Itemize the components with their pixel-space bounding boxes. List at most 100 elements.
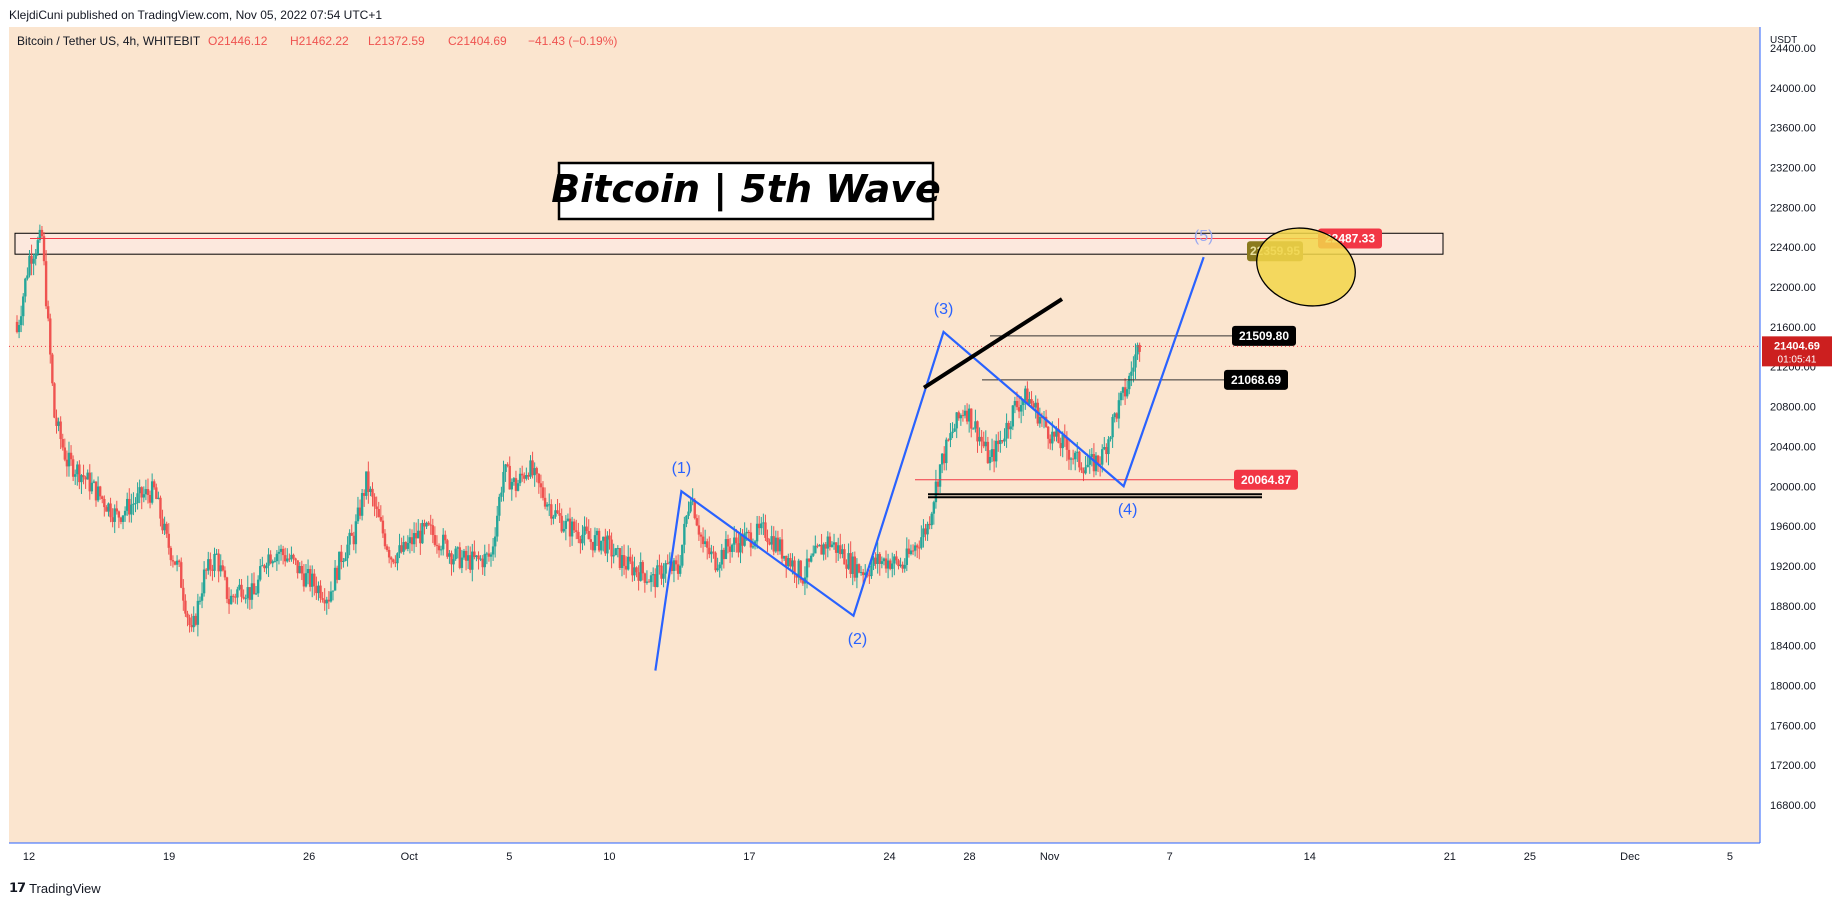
candle-body — [699, 534, 703, 537]
resistance-zone — [14, 232, 1444, 255]
candle-body — [44, 261, 48, 307]
candle-body — [138, 487, 141, 494]
candle-body — [130, 504, 133, 515]
candle-body — [367, 471, 370, 492]
candle-body — [1057, 428, 1060, 444]
candle-body — [335, 567, 339, 580]
wave-label: (1) — [672, 460, 692, 477]
candle-body — [884, 558, 888, 569]
candle-body — [92, 481, 96, 483]
candle-body — [55, 417, 58, 426]
candle-body — [703, 541, 707, 545]
candle-body — [24, 278, 27, 297]
ohlc-open: O21446.12 — [208, 34, 268, 48]
candle-body — [789, 558, 792, 567]
candle-body — [63, 447, 67, 460]
candle-body — [86, 472, 89, 480]
candle-body — [604, 536, 607, 554]
candle-body — [915, 545, 919, 548]
time-tick-label: Dec — [1620, 851, 1640, 863]
candle-body — [188, 617, 191, 626]
price-axis-labels: USDT 24400.00 24000.00 23600.00 23200.00 228… — [1770, 35, 1816, 812]
current-price-tag — [1762, 336, 1832, 367]
candle-body — [622, 555, 626, 566]
candle-body — [1123, 387, 1127, 397]
candle-body — [400, 545, 403, 552]
candle-body — [955, 412, 958, 429]
candle-body — [668, 561, 671, 564]
candle-body — [146, 489, 150, 495]
candle-body — [597, 530, 601, 551]
candle-body — [629, 556, 632, 562]
candle-body — [864, 572, 867, 576]
candle-body — [250, 583, 254, 600]
candle-body — [701, 536, 705, 545]
symbol-name: Bitcoin / Tether US, 4h, WHITEBIT — [17, 34, 201, 48]
tradingview-logo[interactable]: 𝟭𝟳 TradingView — [9, 880, 101, 896]
candle-body — [67, 452, 71, 467]
candle-body — [720, 549, 723, 565]
candle-body — [647, 581, 651, 583]
candle-body — [876, 553, 879, 564]
candle-body — [80, 475, 83, 483]
candle-body — [670, 561, 674, 571]
candle-body — [352, 535, 355, 545]
candle-body — [425, 522, 428, 527]
candle-body — [662, 573, 665, 579]
candle-body — [575, 530, 578, 532]
candle-body — [209, 559, 212, 570]
candle-body — [346, 544, 349, 559]
publish-header: KlejdiCuni published on TradingView.com,… — [0, 0, 1834, 27]
candle-body — [125, 498, 129, 511]
candle-body — [215, 553, 218, 555]
candle-body — [564, 520, 568, 529]
candle-body — [947, 439, 950, 441]
candle-body — [177, 560, 181, 563]
candle-body — [414, 533, 418, 539]
candle-body — [859, 572, 863, 574]
candle-body — [602, 536, 605, 541]
candle-body — [678, 565, 682, 574]
time-tick-label: 5 — [506, 851, 512, 863]
candle-body — [508, 465, 511, 490]
annotations — [922, 227, 1356, 390]
candle-body — [903, 564, 906, 569]
candle-body — [153, 481, 156, 488]
candle-body — [140, 487, 143, 498]
candle-body — [292, 554, 295, 559]
candle-body — [421, 522, 424, 544]
price-axis[interactable] — [1760, 27, 1834, 843]
candle-body — [845, 564, 848, 569]
level-label: 21509.80 — [1239, 329, 1289, 343]
candle-body — [1103, 447, 1106, 450]
candle-body — [514, 478, 518, 491]
candle-body — [286, 558, 289, 562]
candle-body — [49, 318, 52, 355]
candle-body — [718, 564, 721, 569]
candle-body — [581, 534, 584, 544]
candle-body — [88, 472, 91, 492]
candle-body — [223, 570, 227, 578]
candle-body — [994, 440, 998, 462]
candle-body — [121, 515, 125, 522]
candle-body — [454, 548, 457, 560]
candle-body — [84, 477, 87, 480]
candle-body — [111, 517, 114, 522]
candle-body — [1003, 438, 1006, 442]
time-axis[interactable] — [9, 843, 1760, 868]
candle-body — [46, 306, 50, 319]
candle-body — [265, 565, 268, 569]
candle-body — [105, 507, 108, 512]
candle-body — [321, 598, 324, 600]
candle-body — [681, 544, 684, 566]
candle-body — [824, 544, 827, 549]
candle-body — [510, 481, 513, 490]
candle-body — [685, 515, 688, 524]
candle-body — [441, 534, 445, 550]
candle-body — [311, 573, 314, 587]
candle-body — [437, 545, 441, 551]
candle-body — [427, 522, 430, 525]
level-label: 20064.87 — [1241, 473, 1291, 487]
